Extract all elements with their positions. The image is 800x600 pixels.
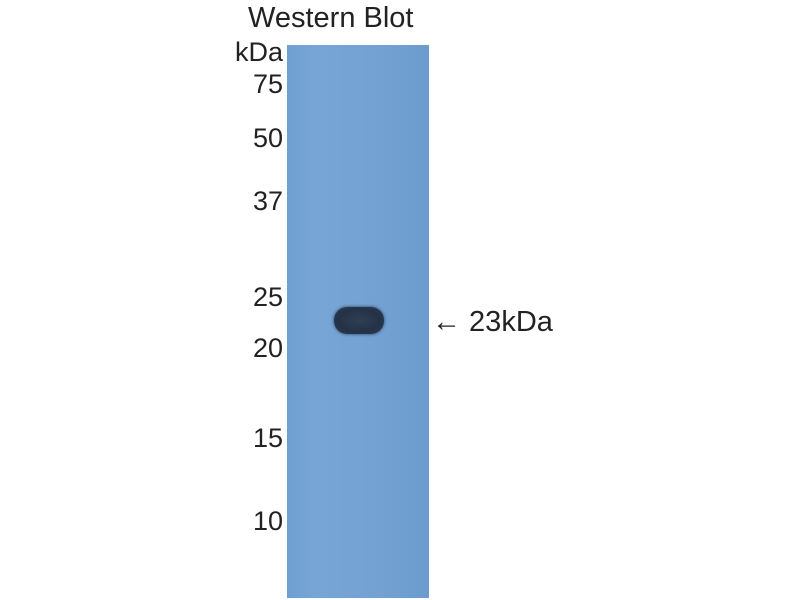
marker-37: 37 xyxy=(252,186,283,216)
marker-25: 25 xyxy=(252,282,283,312)
marker-15: 15 xyxy=(252,423,283,453)
marker-50: 50 xyxy=(252,123,283,153)
unit-label: kDa xyxy=(234,37,283,67)
figure-title: Western Blot xyxy=(248,2,414,34)
marker-10: 10 xyxy=(252,506,283,536)
protein-band xyxy=(334,307,384,334)
band-annotation: ← 23kDa xyxy=(432,306,553,338)
marker-20: 20 xyxy=(252,333,283,363)
marker-75: 75 xyxy=(252,69,283,99)
